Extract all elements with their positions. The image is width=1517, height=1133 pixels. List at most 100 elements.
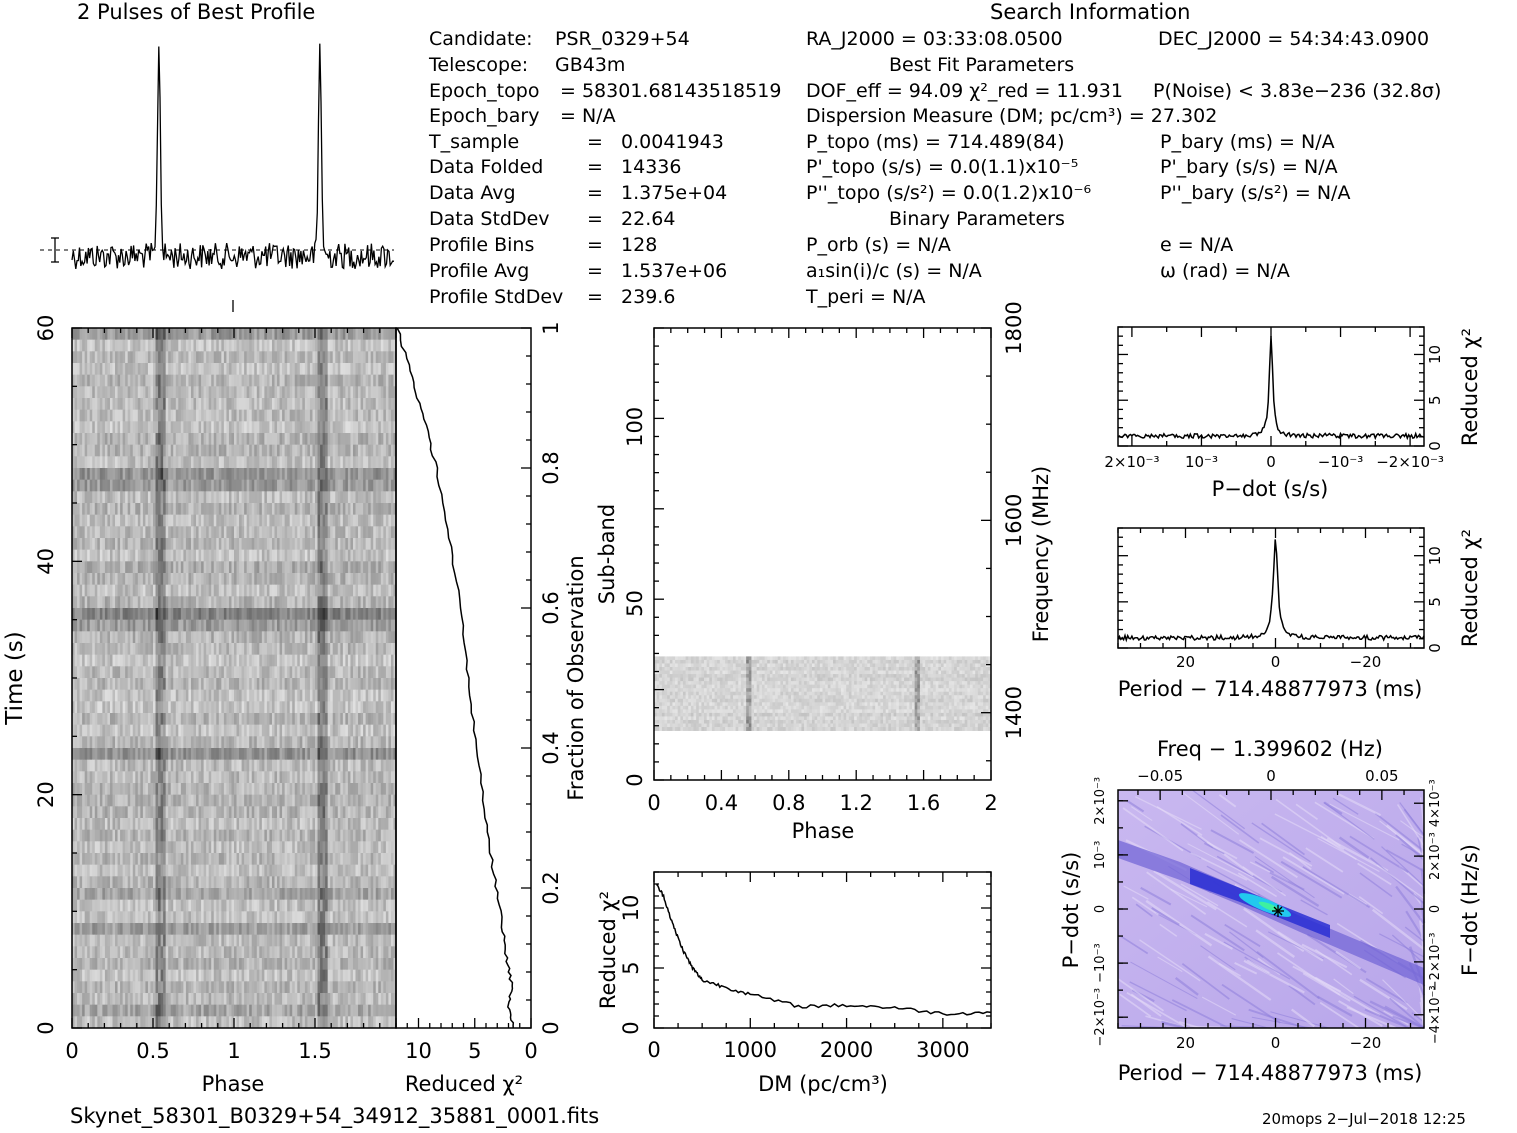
heatmap-cell [330,398,334,411]
heatmap-cell [135,374,139,387]
heatmap-cell [178,456,182,469]
heatmap-cell [350,631,354,644]
heatmap-cell [74,561,78,574]
heatmap-cell [223,514,227,527]
heatmap-cell [135,724,139,737]
heatmap-cell [231,573,235,586]
heatmap-cell [221,421,225,434]
heatmap-cell [211,328,215,341]
heatmap-cell [368,596,372,609]
heatmap-cell [370,491,374,504]
heatmap-cell [94,526,98,539]
heatmap-cell [175,479,179,492]
heatmap-cell [140,433,144,446]
heatmap-cell [216,491,220,504]
heatmap-cell [347,503,351,516]
heatmap-cell [92,351,96,364]
heatmap-cell [74,363,78,376]
heatmap-cell [370,584,374,597]
heatmap-cell [226,689,230,702]
heatmap-cell [317,398,321,411]
heatmap-cell [130,526,134,539]
heatmap-cell [180,549,184,562]
heatmap-cell [342,514,346,527]
heatmap-cell [170,549,174,562]
heatmap-cell [383,643,387,656]
heatmap-cell [89,701,93,714]
heatmap-cell [320,328,323,341]
heatmap-cell [254,689,258,702]
heatmap-cell [337,584,341,597]
heatmap-cell [99,573,103,586]
heatmap-cell [317,608,321,621]
heatmap-cell [368,713,372,726]
heatmap-cell [122,678,126,691]
heatmap-cell [147,701,151,714]
heatmap-cell [201,759,205,772]
heatmap-cell [87,386,91,399]
heatmap-cell [155,339,159,352]
heatmap-cell [325,701,329,714]
heatmap-cell [117,619,121,632]
heatmap-cell [309,491,313,504]
heatmap-cell [228,339,232,352]
heatmap-cell [226,514,230,527]
heatmap-cell [132,421,136,434]
heatmap-cell [274,514,278,527]
heatmap-cell [185,503,189,516]
heatmap-cell [340,386,344,399]
heatmap-cell [178,351,182,364]
heatmap-cell [352,748,356,761]
heatmap-cell [299,666,303,679]
heatmap-cell [117,608,121,621]
heatmap-cell [180,701,184,714]
heatmap-cell [107,689,111,702]
heatmap-cell [213,596,217,609]
heatmap-cell [373,619,377,632]
heatmap-cell [322,351,326,364]
heatmap-cell [158,514,161,527]
heatmap-cell [264,433,268,446]
heatmap-cell [155,398,159,411]
heatmap-cell [92,631,96,644]
heatmap-cell [185,573,189,586]
heatmap-cell [185,643,189,656]
heatmap-cell [180,666,184,679]
heatmap-cell [115,491,118,504]
heatmap-cell [160,678,164,691]
heatmap-cell [185,748,189,761]
heatmap-cell [234,596,237,609]
heatmap-cell [254,328,258,341]
heatmap-cell [241,398,245,411]
heatmap-cell [312,713,316,726]
heatmap-cell [150,479,154,492]
heatmap-cell [347,771,351,784]
heatmap-cell [211,351,215,364]
heatmap-cell [213,503,217,516]
heatmap-cell [211,433,215,446]
heatmap-cell [77,386,80,399]
heatmap-cell [140,538,144,551]
heatmap-cell [82,561,86,574]
heatmap-cell [117,678,121,691]
heatmap-cell [383,701,387,714]
heatmap-cell [180,538,184,551]
heatmap-cell [340,643,344,656]
heatmap-cell [325,421,329,434]
heatmap-cell [213,724,217,737]
heatmap-cell [335,351,339,364]
heatmap-cell [155,701,159,714]
heatmap-cell [234,748,237,761]
heatmap-cell [261,736,265,749]
heatmap-cell [234,468,237,481]
heatmap-cell [373,666,377,679]
heatmap-cell [234,701,237,714]
heatmap-cell [312,631,316,644]
heatmap-cell [284,584,288,597]
heatmap-cell [352,526,356,539]
heatmap-cell [239,328,242,341]
heatmap-cell [231,328,235,341]
heatmap-cell [254,514,258,527]
heatmap-cell [239,573,242,586]
heatmap-cell [309,701,313,714]
